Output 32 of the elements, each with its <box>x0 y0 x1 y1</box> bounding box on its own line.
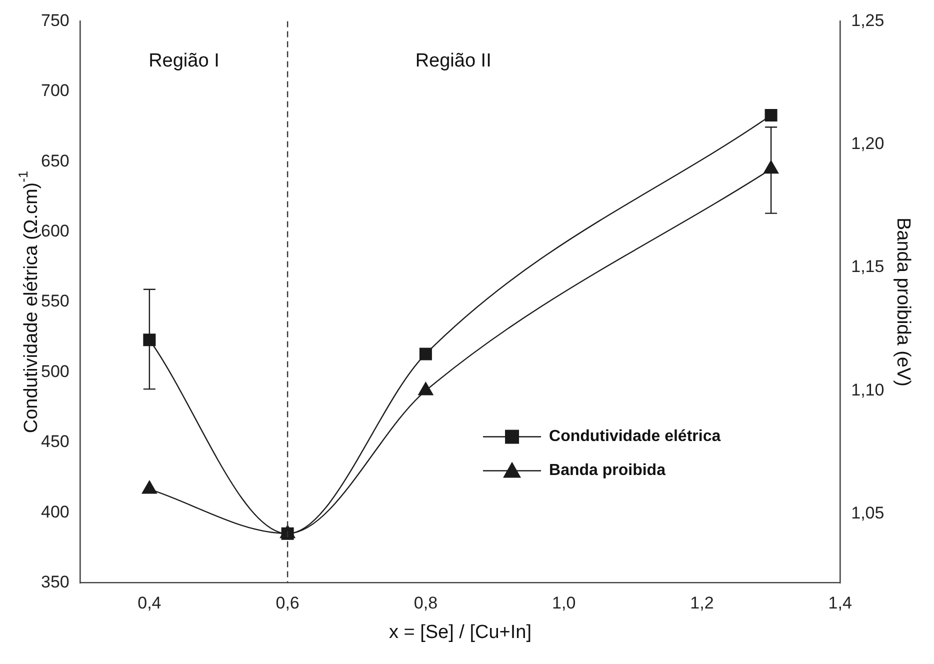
y2-tick-label: 1,05 <box>851 504 884 523</box>
x-tick-label: 0,8 <box>414 594 438 613</box>
legend-label: Condutividade elétrica <box>549 428 721 446</box>
x-tick-label: 0,4 <box>138 594 162 613</box>
y2-tick-label: 1,10 <box>851 380 884 400</box>
y2-tick-label: 1,25 <box>851 10 884 30</box>
y-tick-label: 750 <box>40 10 70 30</box>
annotation: Região I <box>148 50 220 72</box>
point <box>143 334 156 346</box>
x-tick-label: 0,6 <box>276 594 300 613</box>
annotation: Região II <box>415 50 492 72</box>
y-axis-title: Condutividade elétrica (Ω.cm)-1 <box>16 170 42 434</box>
y-tick-label: 500 <box>40 362 70 381</box>
y-tick-label: 550 <box>40 292 70 311</box>
x-tick-label: 1,4 <box>828 594 852 613</box>
legend-label: Banda proibida <box>549 462 666 480</box>
y-tick-label: 700 <box>40 81 70 100</box>
y-tick-label: 600 <box>40 221 70 240</box>
x-tick-label: 1,2 <box>690 594 714 613</box>
point <box>142 480 157 494</box>
point <box>764 109 778 122</box>
point <box>419 348 432 360</box>
y-tick-label: 650 <box>40 151 70 170</box>
x-axis-title: x = [Se] / [Cu+In] <box>388 622 532 643</box>
point <box>418 382 434 396</box>
y2-tick-label: 1,20 <box>851 134 884 154</box>
y-tick-label: 450 <box>40 432 70 452</box>
y-tick-label: 400 <box>40 502 70 522</box>
y2-tick-label: 1,15 <box>851 257 884 276</box>
y2-axis-title: Banda proibida (eV) <box>892 218 914 386</box>
y-tick-label: 350 <box>40 572 70 592</box>
x-tick-label: 1,0 <box>552 594 576 613</box>
